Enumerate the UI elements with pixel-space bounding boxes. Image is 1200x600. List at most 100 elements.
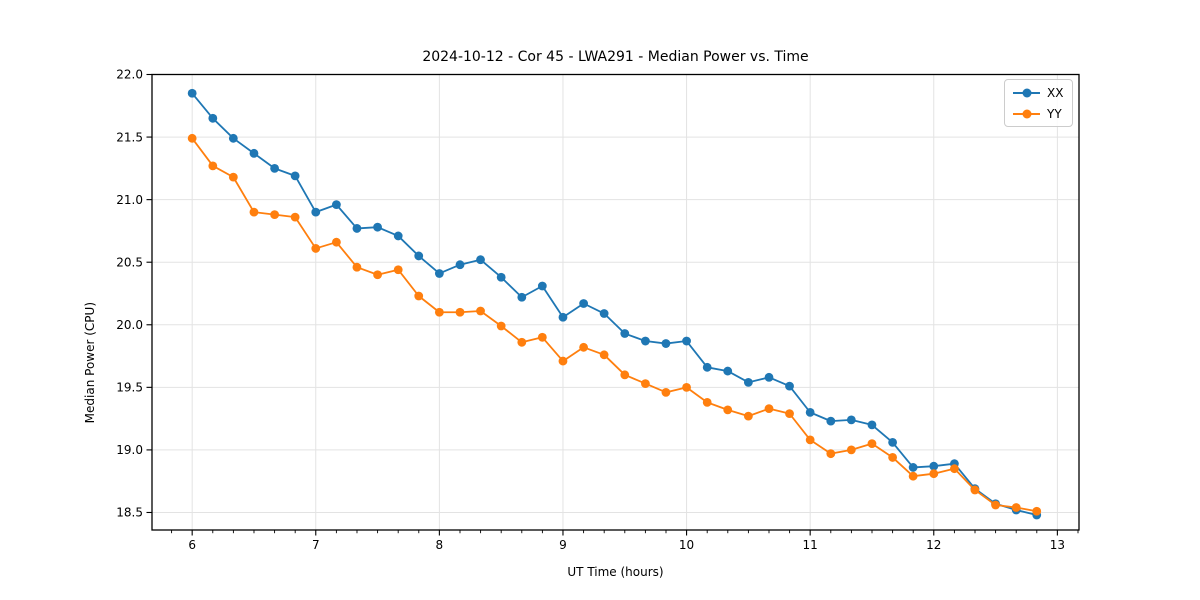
series-xx-line [191,92,1038,516]
series-xx-marker [764,372,774,382]
series-yy-marker [579,342,589,352]
x-tick-label: 6 [188,538,196,552]
series-xx-marker [579,299,589,308]
y-tick-label: 21.5 [116,130,143,144]
series-yy-marker [517,337,527,347]
series-xx-marker [311,207,321,217]
x-tick-label: 10 [679,538,694,552]
series-xx-marker [743,377,753,387]
legend-dot-xx [1022,88,1031,97]
series-yy-marker [496,321,506,331]
series-yy-marker [558,356,568,366]
series-yy-marker [641,379,650,388]
series-yy-marker [682,382,691,392]
series-yy-marker [373,270,382,280]
series-yy-marker [311,244,321,253]
series-yy-marker [764,404,774,414]
legend: XX YY [1004,79,1074,127]
legend-item-yy: YY [1013,105,1063,122]
series-yy-marker [332,237,341,247]
axes-frame [151,73,1080,531]
legend-dot-yy [1022,109,1031,118]
y-tick-label: 22.0 [116,68,143,82]
series-yy-marker [991,500,1000,510]
series-xx-marker [270,163,280,173]
series-yy-marker [805,435,815,445]
series-yy-marker [785,409,794,419]
series-xx-marker [434,269,444,278]
series-yy-marker [187,133,197,143]
series-xx-marker [599,309,609,318]
series-yy-marker [1032,506,1042,516]
series-yy-marker [414,291,424,301]
series-xx-marker [641,336,650,346]
series-yy-marker [888,453,898,462]
legend-label-xx: XX [1047,85,1064,100]
series-xx-marker [785,381,794,391]
series-yy-marker [476,306,485,316]
series-yy-marker [352,262,362,272]
series-yy-marker [620,370,630,380]
series-xx-marker [846,415,856,425]
series-xx-marker [537,281,547,291]
series-xx-marker [228,133,238,143]
series-yy-marker [1011,503,1021,512]
series-yy-marker [270,210,280,220]
series-xx-marker [290,171,300,181]
x-tick-label: 8 [436,538,444,552]
series-xx-marker [352,224,362,233]
series-xx-marker [373,222,382,232]
series-xx-marker [661,339,671,348]
series-xx-marker [826,416,836,426]
legend-line-marker-xx [1013,88,1040,98]
series-xx-marker [620,329,630,338]
series-xx-marker [455,260,465,270]
series-yy-marker [599,350,609,360]
x-tick-label: 7 [312,538,320,552]
series-yy-marker [950,464,959,474]
series-yy-marker [455,307,465,317]
x-tick-label: 13 [1050,538,1065,552]
series-xx-marker [393,231,403,241]
series-yy-marker [867,439,877,449]
series-yy-marker [249,207,259,217]
series-xx-marker [723,366,733,376]
series-xx-marker [929,461,939,471]
y-axis-label-text: Median Power (CPU) [83,301,97,424]
series-yy-marker [208,161,218,171]
y-tick-label: 19.5 [116,381,143,395]
series-yy-marker [743,411,753,421]
x-axis-label: UT Time (hours) [567,565,664,579]
series-yy-marker [661,387,671,397]
legend-item-xx: XX [1013,84,1063,101]
series-yy-marker [908,471,918,481]
series-xx-marker [476,255,485,265]
series-yy-marker [846,445,856,455]
series-yy-marker [434,307,444,317]
series-xx-marker [332,200,341,210]
series-yy-marker [393,265,403,275]
series-xx-marker [558,312,568,322]
series-xx-marker [517,292,527,302]
series-yy-marker [702,397,712,407]
y-tick-label: 19.0 [116,443,143,457]
y-tick-label: 20.5 [116,255,143,269]
legend-label-yy: YY [1047,106,1062,121]
series-yy-marker [970,485,980,495]
series-yy-marker [929,469,939,479]
series-xx-marker [682,336,691,346]
y-tick-label: 21.0 [116,193,143,207]
series-yy-marker [228,172,238,182]
series-yy-marker [537,332,547,342]
series-xx-marker [414,251,424,261]
series-xx-marker [867,420,877,430]
chart-title: 2024-10-12 - Cor 45 - LWA291 - Median Po… [422,49,809,65]
series-xx-marker [702,362,712,372]
y-tick-label: 20.0 [116,318,143,332]
series-xx-marker [805,407,815,417]
series-yy-marker [826,449,836,459]
x-tick-label: 9 [559,538,567,552]
series-yy-marker [290,212,300,222]
